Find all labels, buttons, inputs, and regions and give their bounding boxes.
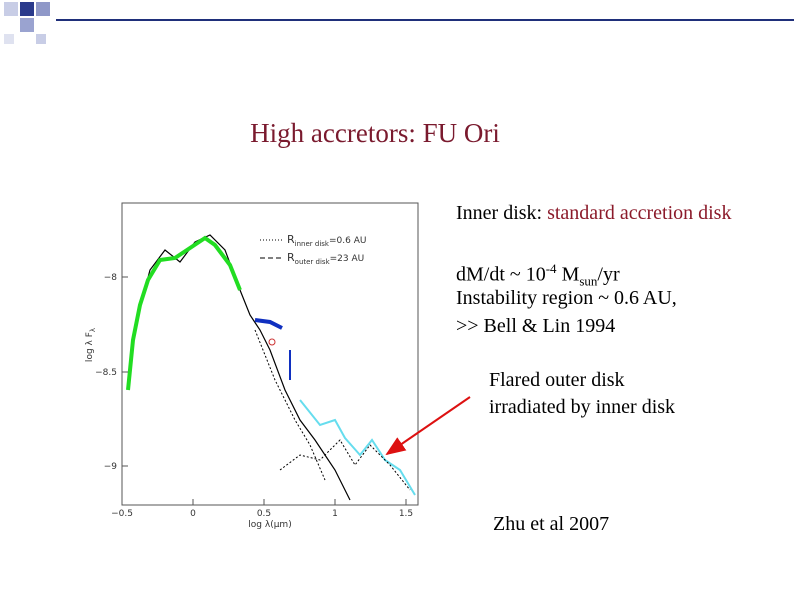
data-point [268,338,276,346]
y-axis-label: log λ Fλ [85,328,97,362]
legend-symbol: R [287,251,295,264]
y-axis-label-main: log λ F [85,332,95,362]
x-tick-label: 0.5 [257,509,271,519]
outer-disk-curve [279,439,411,491]
slide-title: High accretors: FU Ori [250,118,500,148]
figure-frame [121,202,419,506]
note-text: M [556,263,580,286]
annotation-line: Flared outer disk [489,369,625,391]
inner-disk-curve [254,329,326,481]
note-highlight: standard accretion disk [547,202,732,224]
data-spitzer [254,318,283,330]
y-tick-label: −8.5 [95,368,117,378]
y-axis-label-sub: λ [89,328,97,332]
x-axis-label: log λ(μm) [248,520,291,530]
y-tick-label: −9 [104,462,118,472]
note-text: Inner disk: [456,202,548,224]
note-line: Inner disk: standard accretion disk [456,200,756,226]
annotation-line: irradiated by inner disk [489,396,676,418]
x-tick-label: 0 [190,509,196,519]
deco-square [20,2,34,16]
citation: Zhu et al 2007 [493,513,610,535]
deco-square [36,2,50,16]
note-text: /yr [597,263,620,286]
data-ir [299,399,416,496]
arrow [385,396,471,456]
curves [126,234,416,501]
data-optical [126,235,242,391]
note-line: Instability region ~ 0.6 AU, [456,287,677,309]
x-tick-label: −0.5 [111,509,133,519]
note-sup: -4 [545,261,557,276]
deco-square [20,18,34,32]
note-text: dM/dt ~ 10 [456,263,546,286]
x-tick-label: 1 [332,509,338,519]
legend-sub: inner disk [295,240,330,248]
figure-text: −8 −8.5 −9 −0.5 0 0.5 1 1.5 log λ(μm) log λ Fλ Rin… [85,233,413,530]
deco-square [4,2,18,16]
note-line: dM/dt ~ 10-4 Msun/yr [456,256,620,295]
note-line: >> Bell & Lin 1994 [456,315,616,337]
legend-entry: Router disk=23 AU [287,251,364,266]
legend-text: =23 AU [330,254,365,264]
legend-sub: outer disk [295,258,331,266]
y-tick-label: −8 [104,273,118,283]
deco-square [36,34,46,44]
deco-square [4,34,14,44]
note-sub: sun [579,273,598,289]
x-tick-label: 1.5 [399,509,413,519]
legend-symbol: R [287,233,295,246]
legend-text: =0.6 AU [329,236,366,246]
legend-entry: Rinner disk=0.6 AU [287,233,366,248]
